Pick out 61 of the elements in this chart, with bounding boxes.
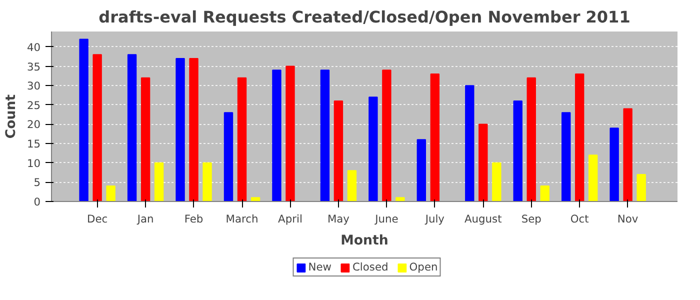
bar	[492, 162, 502, 202]
y-tick-label: 25	[26, 98, 41, 112]
bar	[623, 108, 632, 202]
bar	[140, 77, 150, 202]
bar	[347, 170, 357, 202]
bar	[396, 197, 405, 202]
y-tick-label: 0	[34, 196, 41, 208]
bar	[154, 162, 164, 202]
bar	[92, 54, 102, 202]
bar	[106, 186, 116, 202]
x-tick-label: March	[226, 212, 258, 226]
bar	[320, 70, 330, 202]
bar	[368, 96, 378, 202]
legend-label: Closed	[352, 260, 388, 274]
x-tick-label: July	[424, 212, 445, 226]
bar	[610, 128, 619, 202]
bar	[202, 162, 212, 202]
bar	[561, 112, 571, 202]
bar	[189, 58, 198, 202]
x-tick-label: June	[374, 212, 398, 226]
x-tick-label: Sep	[521, 212, 542, 226]
bar	[478, 124, 488, 202]
bar	[286, 66, 295, 202]
x-tick-label: August	[464, 212, 502, 226]
chart-title: drafts-eval Requests Created/Closed/Open November 2011	[98, 8, 630, 26]
y-axis-title: Count	[4, 94, 19, 139]
bar	[237, 77, 247, 202]
x-tick-label: Oct	[570, 212, 589, 226]
x-tick-label: Feb	[184, 212, 204, 226]
y-tick-label: 15	[26, 138, 41, 151]
bar	[430, 74, 440, 202]
bar	[513, 100, 522, 202]
bar	[382, 70, 392, 202]
y-tick-label: 35	[26, 60, 41, 74]
x-tick-label: Nov	[617, 212, 638, 226]
bar	[636, 174, 646, 202]
y-tick-label: 5	[34, 176, 40, 190]
bar	[526, 77, 536, 202]
x-tick-label: May	[327, 212, 350, 226]
bar	[127, 54, 137, 202]
bar	[250, 197, 260, 202]
legend-label: Open	[409, 260, 438, 274]
y-tick-label: 40	[26, 40, 41, 54]
legend-label: New	[308, 260, 332, 274]
y-tick-label: 10	[26, 156, 41, 170]
x-tick-label: Jan	[136, 212, 154, 226]
y-tick-label: 20	[26, 118, 41, 132]
bar	[272, 70, 282, 202]
bar	[224, 112, 234, 202]
bar	[176, 58, 185, 202]
x-axis-title: Month	[340, 234, 388, 248]
bar	[416, 139, 426, 202]
bar	[79, 38, 88, 202]
y-tick-label: 30	[26, 80, 41, 93]
bar	[575, 74, 584, 202]
bar	[540, 186, 550, 202]
x-tick-label: Dec	[87, 212, 108, 226]
x-tick-label: April	[278, 212, 302, 226]
bar	[334, 100, 344, 202]
bar	[588, 154, 598, 202]
bar	[465, 85, 474, 202]
